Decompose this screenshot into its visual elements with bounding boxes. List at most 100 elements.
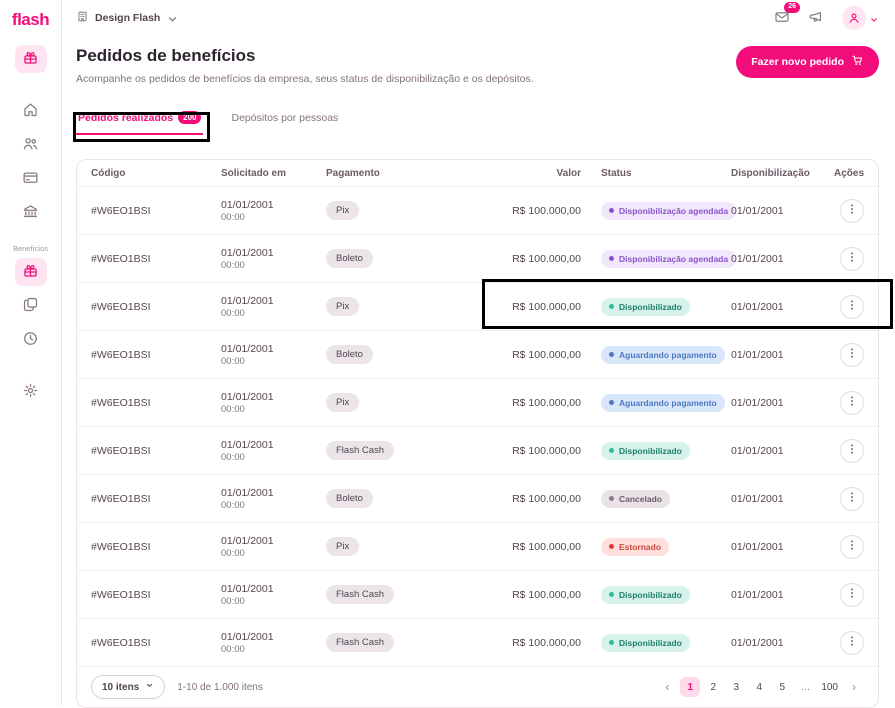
row-actions-button[interactable]	[840, 246, 864, 271]
requested-at: 01/01/2001 00:00	[221, 631, 326, 656]
status-chip: Disponibilização agendada	[601, 249, 737, 268]
flash-logo[interactable]: flash	[11, 10, 50, 29]
new-order-button[interactable]: Fazer novo pedido	[736, 46, 879, 78]
pagination-page-2[interactable]: 2	[703, 677, 723, 697]
requested-time: 00:00	[221, 212, 245, 224]
availability-date: 01/01/2001	[731, 396, 784, 409]
pagination-page-1[interactable]: 1	[680, 677, 701, 698]
chevron-down-icon	[869, 13, 879, 23]
table-body: #W6EO1BSI 01/01/2001 00:00 Pix R$ 100.00…	[77, 186, 878, 666]
actions-cell	[826, 390, 864, 415]
row-actions-button[interactable]	[840, 198, 864, 223]
requested-at: 01/01/2001 00:00	[221, 343, 326, 368]
pagination-page-5[interactable]: 5	[772, 677, 792, 697]
status-dot	[609, 640, 614, 646]
actions-cell	[826, 582, 864, 607]
col-header-acoes: Ações	[833, 167, 864, 179]
pagination-page-4[interactable]: 4	[749, 677, 769, 697]
order-code: #W6EO1BSI	[91, 444, 151, 457]
clock-icon	[22, 330, 39, 350]
row-actions-button[interactable]	[840, 294, 864, 319]
sidebar-item-benefits[interactable]	[14, 258, 47, 286]
status-label: Aguardando pagamento	[619, 349, 717, 360]
notifications-button[interactable]: 26	[774, 1, 800, 28]
orders-table: Código Solicitado em Pagamento Valor Sta…	[76, 159, 879, 708]
pagination-prev-button[interactable]: ‹	[657, 677, 677, 697]
company-switcher[interactable]: Design Flash	[76, 10, 177, 26]
availability-date: 01/01/2001	[731, 492, 784, 505]
requested-at: 01/01/2001 00:00	[221, 439, 326, 464]
kebab-icon	[846, 587, 858, 602]
pagination-ellipsis: …	[795, 677, 815, 697]
order-value: R$ 100.000,00	[512, 444, 581, 457]
actions-cell	[826, 198, 864, 223]
sidebar-item-history[interactable]	[15, 326, 47, 354]
cta-label: Fazer novo pedido	[751, 56, 844, 68]
announcements-button[interactable]	[808, 9, 824, 28]
availability-date: 01/01/2001	[731, 540, 784, 553]
row-actions-button[interactable]	[840, 342, 864, 367]
notification-badge: 26	[784, 1, 800, 13]
payment-cell: Boleto	[326, 489, 441, 509]
row-actions-button[interactable]	[840, 438, 864, 463]
kebab-icon	[846, 635, 858, 650]
benefits-gift-icon	[22, 262, 39, 282]
pagination-page-100[interactable]: 100	[818, 677, 841, 697]
order-code: #W6EO1BSI	[91, 636, 151, 649]
tab-depositos-por-pessoas[interactable]: Depósitos por pessoas	[229, 111, 340, 135]
status-chip: Cancelado	[601, 489, 670, 508]
kebab-icon	[846, 491, 858, 506]
payment-tag: Boleto	[326, 249, 373, 269]
page-size-select[interactable]: 10 itens	[91, 675, 166, 700]
sidebar-item-orders[interactable]	[15, 292, 47, 320]
table-row: #W6EO1BSI 01/01/2001 00:00 Flash Cash R$…	[77, 570, 878, 618]
pagination-page-3[interactable]: 3	[726, 677, 746, 697]
status-cell: Disponibilização agendada	[581, 201, 737, 220]
kebab-icon	[846, 299, 858, 314]
sidebar-item-card[interactable]	[15, 165, 47, 193]
table-footer: 10 itens 1-10 de 1.000 itens ‹ 1 2 3 4 5… 100…	[77, 666, 878, 707]
pagination: ‹ 1 2 3 4 5… 100 ›	[657, 677, 864, 698]
status-label: Disponibilização agendada	[619, 205, 729, 216]
payment-tag: Boleto	[326, 345, 373, 365]
actions-cell	[826, 246, 864, 271]
row-actions-button[interactable]	[840, 534, 864, 559]
sidebar-item-people[interactable]	[15, 131, 47, 159]
sidebar-item-settings[interactable]	[15, 378, 47, 406]
col-header-disponibilizacao: Disponibilização	[731, 167, 810, 179]
gear-icon	[22, 382, 39, 402]
topbar-actions: 26	[774, 1, 879, 30]
table-row: #W6EO1BSI 01/01/2001 00:00 Pix R$ 100.00…	[77, 186, 878, 234]
payment-tag: Flash Cash	[326, 633, 395, 653]
sidebar-item-bank[interactable]	[15, 199, 47, 227]
status-dot	[609, 352, 614, 358]
benefits-gift-icon	[22, 49, 39, 69]
requested-date: 01/01/2001	[221, 486, 274, 499]
availability-date: 01/01/2001	[731, 252, 784, 265]
pagination-next-button[interactable]: ›	[844, 677, 864, 697]
row-actions-button[interactable]	[840, 486, 864, 511]
tab-label: Depósitos por pessoas	[231, 111, 339, 124]
table-header: Código Solicitado em Pagamento Valor Sta…	[77, 160, 878, 186]
row-actions-button[interactable]	[840, 390, 864, 415]
status-dot	[609, 256, 614, 262]
col-header-pagamento: Pagamento	[326, 167, 380, 179]
tab-pedidos-realizados[interactable]: Pedidos realizados 200	[76, 111, 204, 136]
order-code: #W6EO1BSI	[91, 348, 151, 361]
row-actions-button[interactable]	[840, 582, 864, 607]
requested-date: 01/01/2001	[221, 438, 274, 451]
kebab-icon	[846, 347, 858, 362]
payment-cell: Boleto	[326, 249, 441, 269]
company-name: Design Flash	[95, 12, 161, 24]
cart-icon	[851, 54, 864, 70]
sidebar-item-home[interactable]	[15, 97, 47, 125]
order-code: #W6EO1BSI	[91, 204, 151, 217]
status-label: Disponibilização agendada	[619, 253, 729, 264]
row-actions-button[interactable]	[840, 630, 864, 655]
status-dot	[609, 208, 614, 214]
profile-menu-button[interactable]	[842, 6, 879, 30]
requested-at: 01/01/2001 00:00	[221, 583, 326, 608]
sidebar-item-benefits-top[interactable]	[14, 45, 47, 73]
status-label: Estornado	[619, 541, 662, 552]
